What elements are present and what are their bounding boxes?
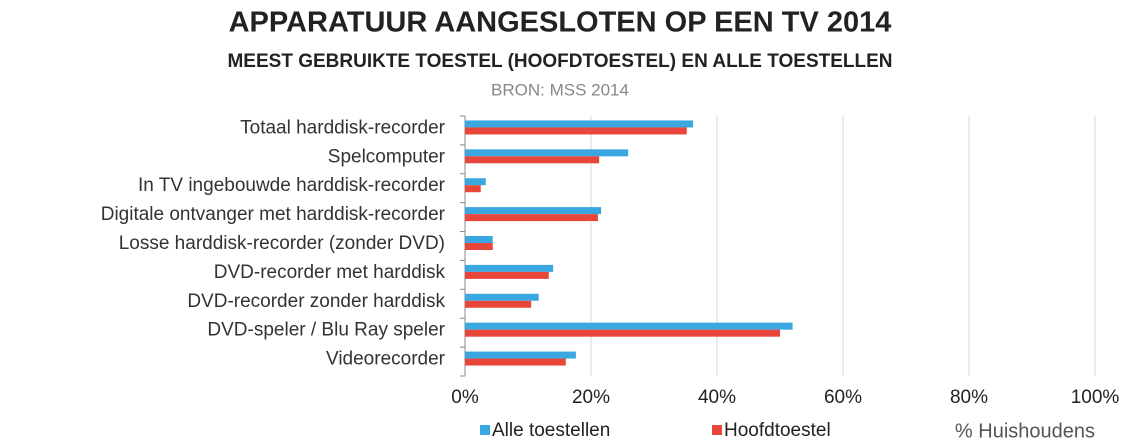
chart-title: APPARATUUR AANGESLOTEN OP EEN TV 2014 [229,7,892,39]
bar [465,156,600,164]
source: BRON: MSS 2014 [491,80,629,99]
y-tick-label: Digitale ontvanger met harddisk-recorder [101,204,446,225]
y-tick-label: DVD-speler / Blu Ray speler [207,320,445,341]
legend-swatch [480,425,490,435]
x-tick-label: 80% [950,387,988,408]
y-tick-label: Videorecorder [326,349,446,370]
y-tick-label: DVD-recorder zonder harddisk [187,291,445,312]
bar [465,351,576,359]
bar [465,264,554,272]
y-tick-label: In TV ingebouwde harddisk-recorder [138,175,446,196]
y-tick-label: Losse harddisk-recorder (zonder DVD) [119,233,445,254]
x-tick-label: 100% [1071,387,1120,408]
bar [465,300,532,308]
bar [465,207,602,215]
x-axis-label: % Huishoudens [955,420,1095,442]
chart-subtitle: MEEST GEBRUIKTE TOESTEL (HOOFDTOESTEL) E… [227,51,892,72]
bar [465,214,598,222]
bar [465,293,539,301]
x-tick-label: 20% [572,387,610,408]
bar [465,127,687,135]
y-tick-label: Spelcomputer [328,146,446,167]
legend-label: Alle toestellen [492,420,610,441]
bar [465,149,629,157]
legend-label: Hoofdtoestel [724,420,831,441]
bar [465,185,481,193]
legend-swatch [712,425,722,435]
y-tick-label: DVD-recorder met harddisk [214,262,446,283]
bar [465,358,566,366]
x-tick-label: 0% [451,387,479,408]
bar [465,322,793,330]
bar [465,178,486,186]
bar [465,271,549,279]
bar [465,120,694,128]
x-tick-label: 40% [698,387,736,408]
x-tick-label: 60% [824,387,862,408]
bar [465,243,493,250]
bar [465,329,780,337]
y-tick-label: Totaal harddisk-recorder [240,117,446,138]
bar [465,236,493,243]
